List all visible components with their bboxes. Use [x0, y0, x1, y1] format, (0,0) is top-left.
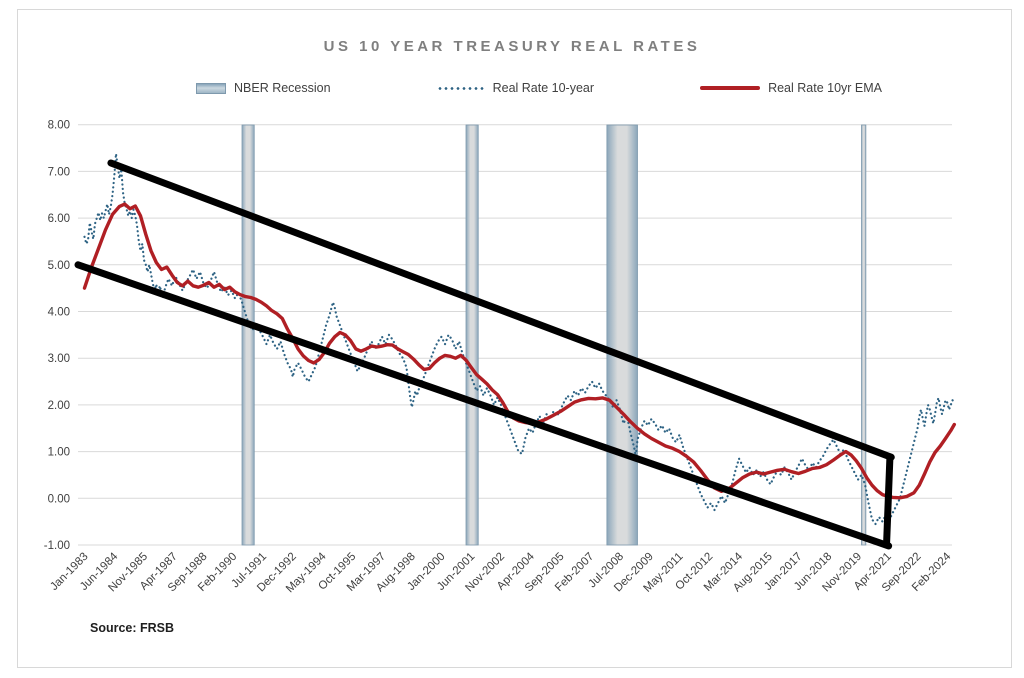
y-tick-label: 0.00: [48, 493, 70, 505]
series-real-rate-10yr-ema: [82, 202, 956, 500]
trend-channel-lower-trendline: [74, 261, 893, 550]
y-tick-label: 1.00: [48, 447, 70, 459]
y-tick-label: 5.00: [48, 260, 70, 272]
series-real-rate-10yr-dotted: [83, 152, 956, 526]
y-tick-label: -1.00: [44, 540, 70, 552]
y-tick-label: 7.00: [48, 166, 70, 178]
legend-item-box: NBER Recession: [196, 81, 331, 95]
y-tick-label: 2.00: [48, 400, 70, 412]
legend-swatch-dotted: [436, 86, 485, 90]
legend-label: Real Rate 10yr EMA: [768, 81, 882, 95]
trend-channel-right-closing-line: [883, 455, 894, 549]
chart-title: US 10 YEAR TREASURY REAL RATES: [323, 38, 701, 55]
recession-band: [241, 124, 255, 546]
legend-item-line: Real Rate 10yr EMA: [700, 81, 882, 95]
legend: NBER Recession Real Rate 10-year Real Rate…: [196, 79, 882, 97]
recession-band: [465, 124, 479, 546]
y-tick-label: 4.00: [48, 307, 70, 319]
recession-band: [861, 124, 867, 546]
legend-swatch-line: [700, 86, 761, 90]
y-tick-label: 6.00: [48, 213, 70, 225]
source-note: Source: FRSB: [90, 621, 175, 635]
legend-swatch-box: [196, 82, 226, 94]
trend-channel-upper-trendline: [107, 159, 895, 461]
legend-item-dotted: Real Rate 10-year: [436, 81, 595, 95]
legend-label: Real Rate 10-year: [492, 81, 595, 95]
legend-label: NBER Recession: [234, 81, 331, 95]
recession-band: [606, 124, 638, 546]
y-tick-label: 3.00: [48, 353, 70, 365]
y-tick-label: 8.00: [48, 120, 70, 132]
